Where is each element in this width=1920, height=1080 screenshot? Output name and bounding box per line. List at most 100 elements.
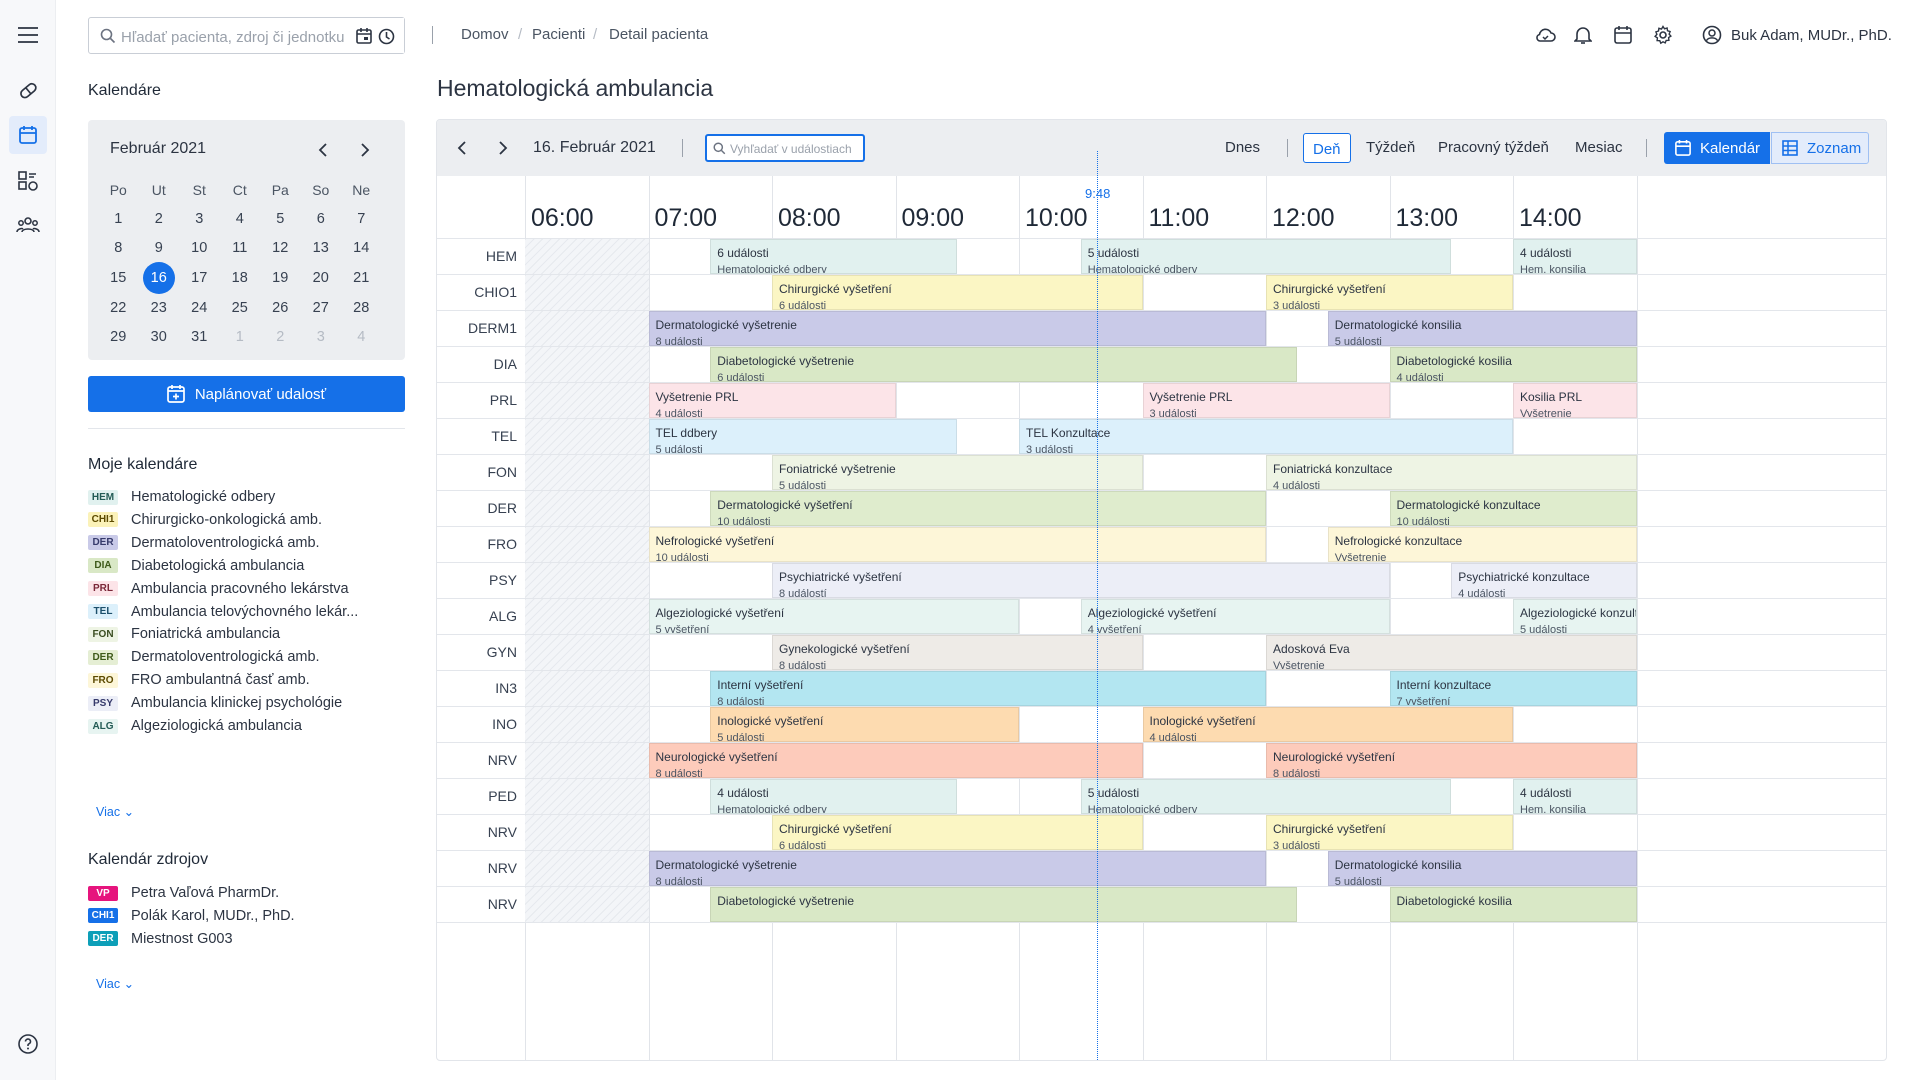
next-day-icon[interactable]	[498, 141, 508, 155]
event-block[interactable]: Dermatologické konsilia 5 události	[1327, 851, 1637, 886]
day-cell[interactable]: 4	[235, 211, 244, 228]
calendar-item[interactable]: FRO FRO ambulantná časť amb.	[88, 668, 310, 692]
calendar-item[interactable]: CHI1 Polák Karol, MUDr., PhD.	[88, 904, 295, 928]
event-block[interactable]: Algeziologické konzultac 5 události	[1513, 599, 1637, 634]
day-cell[interactable]: 2	[276, 328, 285, 345]
event-block[interactable]: Inologické vyšetření 4 události	[1142, 707, 1513, 742]
day-cell[interactable]: 6	[316, 211, 325, 228]
event-block[interactable]: Gynekologické vyšetření 8 události	[772, 635, 1143, 670]
day-cell[interactable]: 1	[235, 328, 244, 345]
event-block[interactable]: 5 události Hematologické odbery	[1080, 239, 1452, 274]
event-block[interactable]: Diabetologické kosilia	[1389, 887, 1637, 922]
calendar-item[interactable]: DIA Diabetologická ambulancia	[88, 554, 304, 578]
event-block[interactable]: Dermatologické konsilia 5 události	[1327, 311, 1637, 346]
event-block[interactable]: Dermatologické vyšetření 10 události	[710, 491, 1266, 526]
day-cell[interactable]: 21	[353, 270, 370, 286]
day-cell[interactable]: 19	[272, 270, 289, 286]
event-block[interactable]: 4 události Hem. konsilia	[1513, 779, 1637, 814]
view-workweek-button[interactable]: Pracovný týždeň	[1438, 139, 1549, 156]
event-block[interactable]: Algeziologické vyšetření 4 vyšetření	[1080, 599, 1390, 634]
clock-icon[interactable]	[378, 28, 395, 45]
chevron-right-icon[interactable]	[360, 143, 370, 157]
event-block[interactable]: Foniatrická konzultace 4 události	[1266, 455, 1637, 490]
event-block[interactable]: Interní konzultace 7 vyšetření	[1389, 671, 1637, 706]
event-block[interactable]: Psychiatrické vyšetření 8 událostí	[772, 563, 1390, 598]
day-cell[interactable]: 24	[191, 300, 208, 317]
event-block[interactable]: Psychiatrické konzultace 4 události	[1451, 563, 1637, 598]
more-my-calendars-link[interactable]: Viac ⌄	[96, 804, 134, 819]
event-block[interactable]: TEL Konzultace 3 události	[1019, 419, 1513, 454]
calendar-item[interactable]: PRL Ambulancia pracovného lekárstva	[88, 577, 349, 601]
menu-icon[interactable]	[9, 16, 47, 54]
calendar-item[interactable]: CHI1 Chirurgicko-onkologická amb.	[88, 508, 322, 532]
patient-search-input[interactable]: Hľadať pacienta, zdroj či jednotku	[88, 17, 405, 54]
event-block[interactable]: Inologické vyšetření 5 události	[710, 707, 1019, 742]
prev-day-icon[interactable]	[457, 141, 467, 155]
day-cell[interactable]: 3	[316, 328, 325, 345]
day-cell[interactable]: 27	[312, 300, 329, 317]
list-view-toggle[interactable]: Zoznam	[1771, 132, 1869, 164]
event-block[interactable]: Neurologické vyšetření 8 události	[648, 743, 1143, 778]
event-block[interactable]: Diabetologické kosilia 4 události	[1389, 347, 1637, 382]
event-search-input[interactable]: Vyhľadať v událostiach	[705, 134, 865, 162]
event-block[interactable]: 5 události Hematologické odbery	[1080, 779, 1452, 814]
event-block[interactable]: Dermatologické konzultace 10 události	[1389, 491, 1637, 526]
event-block[interactable]: Chirurgické vyšetření 6 události	[772, 815, 1143, 850]
event-block[interactable]: Chirurgické vyšetření 6 události	[772, 275, 1143, 310]
day-cell[interactable]: 12	[272, 239, 289, 256]
event-block[interactable]: 4 události Hem. konsilia	[1513, 239, 1637, 274]
event-block[interactable]: Dermatologické vyšetrenie 8 události	[648, 311, 1266, 346]
view-week-button[interactable]: Týždeň	[1366, 139, 1416, 156]
calendar-item[interactable]: ALG Algeziologická ambulancia	[88, 714, 302, 738]
calendar-item[interactable]: DER Miestnost G003	[88, 927, 233, 951]
view-month-button[interactable]: Mesiac	[1575, 139, 1623, 156]
gear-icon[interactable]	[1653, 25, 1673, 45]
day-cell[interactable]: 7	[357, 211, 366, 228]
event-block[interactable]: TEL ddbery 5 události	[648, 419, 958, 454]
event-block[interactable]: 6 události Hematologické odbery	[710, 239, 958, 274]
day-cell[interactable]: 28	[353, 300, 370, 317]
cloud-sync-icon[interactable]	[1534, 25, 1556, 45]
calendar-icon[interactable]	[1614, 25, 1632, 44]
day-cell[interactable]: 26	[272, 300, 289, 317]
event-block[interactable]: Foniatrické vyšetrenie 5 události	[772, 455, 1143, 490]
event-block[interactable]: Vyšetrenie PRL 3 události	[1142, 383, 1390, 418]
calendar-view-toggle[interactable]: Kalendár	[1664, 132, 1770, 164]
day-cell[interactable]: 9	[154, 239, 163, 256]
event-block[interactable]: Diabetologické vyšetrenie	[710, 887, 1297, 922]
day-cell[interactable]: 8	[114, 239, 123, 256]
calendar-item[interactable]: DER Dermatoloventrologická amb.	[88, 531, 320, 555]
day-cell[interactable]: 31	[191, 328, 208, 345]
schedule-event-button[interactable]: Naplánovať udalosť	[88, 376, 405, 412]
patients-list-icon[interactable]	[9, 162, 47, 200]
event-block[interactable]: Vyšetrenie PRL 4 události	[648, 383, 896, 418]
calendar-nav-icon[interactable]	[9, 116, 47, 154]
event-block[interactable]: Neurologické vyšetření 8 události	[1266, 743, 1637, 778]
user-avatar-icon[interactable]	[1702, 25, 1722, 45]
day-cell[interactable]: 17	[191, 270, 208, 286]
day-cell[interactable]: 5	[276, 211, 285, 228]
event-block[interactable]: Diabetologické vyšetrenie 6 události	[710, 347, 1297, 382]
team-icon[interactable]	[9, 206, 47, 244]
day-cell[interactable]: 30	[150, 328, 167, 345]
event-block[interactable]: Dermatologické vyšetrenie 8 události	[648, 851, 1266, 886]
event-block[interactable]: Chirurgické vyšetření 3 události	[1266, 815, 1513, 850]
calendar-item[interactable]: DER Dermatoloventrologická amb.	[88, 645, 320, 669]
day-cell[interactable]: 2	[154, 211, 163, 228]
day-cell-selected[interactable]: 16	[139, 262, 180, 294]
day-cell[interactable]: 1	[114, 211, 123, 228]
day-cell[interactable]: 20	[312, 270, 329, 286]
day-cell[interactable]: 3	[195, 211, 204, 228]
chevron-left-icon[interactable]	[318, 143, 328, 157]
view-day-button[interactable]: Deň	[1303, 133, 1351, 163]
calendar-item[interactable]: PSY Ambulancia klinickej psychológie	[88, 691, 342, 715]
event-block[interactable]: Interní vyšetření 8 události	[710, 671, 1266, 706]
breadcrumb-patients[interactable]: Pacienti	[532, 26, 586, 43]
calendar-item[interactable]: TEL Ambulancia telovýchovného lekár...	[88, 600, 358, 624]
day-cell[interactable]: 4	[357, 328, 366, 345]
event-block[interactable]: Adosková Eva Vyšetrenie	[1266, 635, 1637, 670]
day-cell[interactable]: 13	[312, 239, 329, 256]
day-cell[interactable]: 14	[353, 239, 370, 256]
day-cell[interactable]: 23	[150, 300, 167, 317]
day-cell[interactable]: 15	[110, 270, 127, 286]
